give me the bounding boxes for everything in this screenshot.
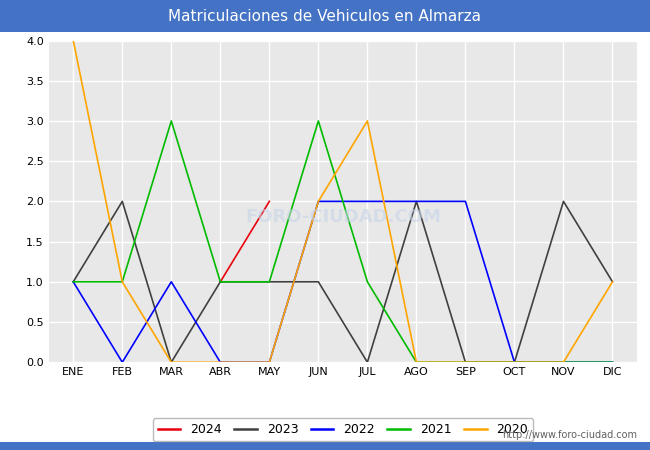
Text: Matriculaciones de Vehiculos en Almarza: Matriculaciones de Vehiculos en Almarza [168, 9, 482, 24]
Text: http://www.foro-ciudad.com: http://www.foro-ciudad.com [502, 430, 637, 440]
Legend: 2024, 2023, 2022, 2021, 2020: 2024, 2023, 2022, 2021, 2020 [153, 418, 533, 441]
Text: FORO-CIUDAD.COM: FORO-CIUDAD.COM [245, 208, 441, 226]
